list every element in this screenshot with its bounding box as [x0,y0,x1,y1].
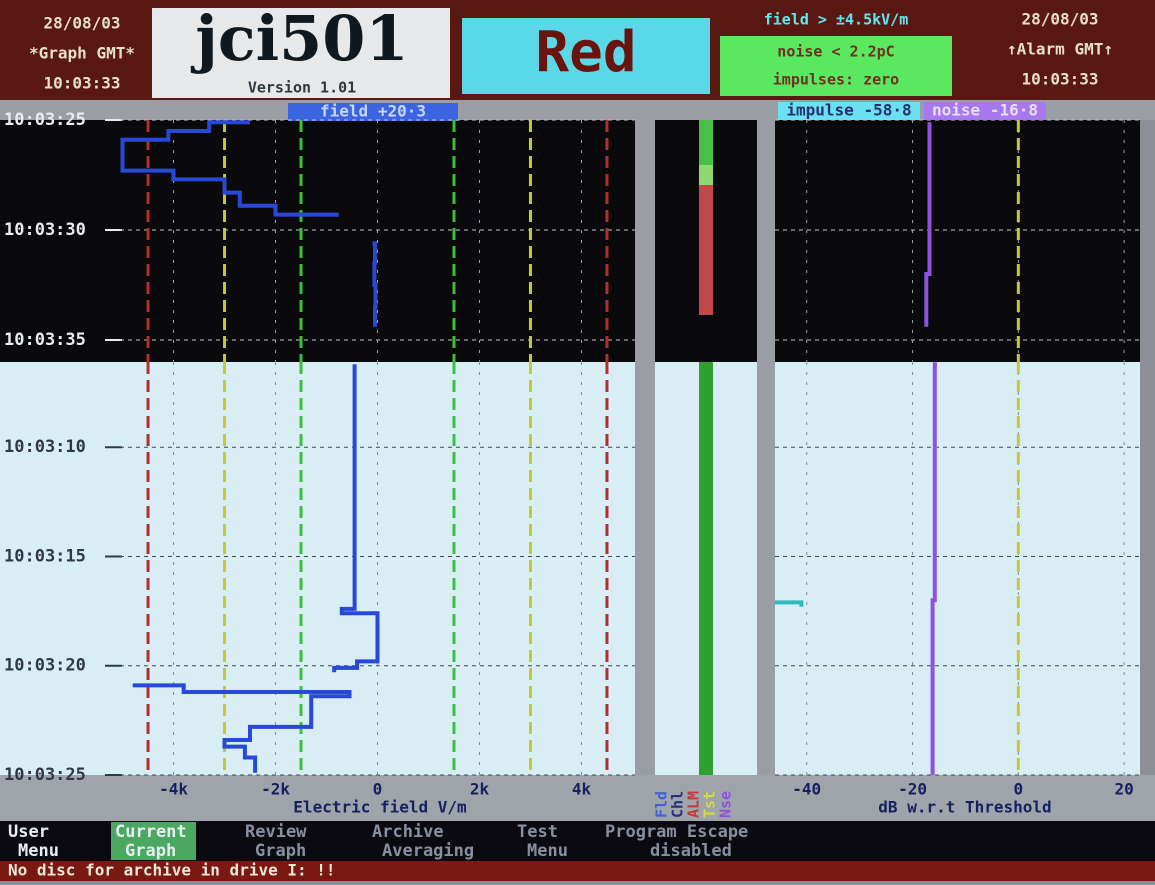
alarm-impulses: impulses: zero [773,71,899,89]
y-tick-label: 10:03:25 [4,765,86,785]
x-axis-label: dB w.r.t Threshold [878,798,1051,817]
legend-label: impulse -58·8 [786,101,911,120]
menu-item-bottom[interactable]: disabled [650,841,732,861]
legend-label: noise -16·8 [932,101,1038,120]
alarm-mode: ↑Alarm GMT↑ [1007,40,1113,59]
x-tick-label: -20 [898,780,927,799]
y-tick-label: 10:03:20 [4,656,86,676]
alarm-state: Red [535,20,636,85]
x-tick-label: -40 [792,780,821,799]
field-legend: field +20·3 [320,102,426,121]
version: Version 1.01 [248,79,356,97]
alarm-date: 28/08/03 [1021,10,1098,29]
menu-item-bottom[interactable]: Graph [125,841,176,861]
y-tick-label: 10:03:15 [4,546,86,566]
menu-item-bottom[interactable]: Menu [527,841,568,861]
y-tick-label: 10:03:25 [4,110,86,130]
y-tick-label: 10:03:30 [4,220,86,240]
display: 28/08/03 *Graph GMT* 10:03:33 jci501 Ver… [0,0,1155,881]
status-message: No disc for archive in drive I: !! [8,861,336,880]
menu-item-bottom[interactable]: Averaging [382,841,474,861]
menu-item-top[interactable]: User [8,822,49,842]
menu-item-top[interactable]: Test [517,822,558,842]
x-tick-label: 2k [470,780,490,799]
x-tick-label: 0 [1014,780,1024,799]
logo: jci501 [190,2,408,75]
alarm-time: 10:03:33 [1021,70,1098,89]
header-mode: *Graph GMT* [29,44,135,63]
screen: 28/08/03 *Graph GMT* 10:03:33 jci501 Ver… [0,0,1155,881]
x-tick-label: 0 [373,780,383,799]
y-tick-label: 10:03:10 [4,437,86,457]
status-label: Nse [717,791,735,818]
header-time: 10:03:33 [43,74,120,93]
menu-item-top[interactable]: Archive [372,822,444,842]
menu-item-top[interactable]: Review [245,822,307,842]
menu-item-top[interactable]: Program Escape [605,822,748,842]
x-tick-label: -2k [261,780,290,799]
alarm-field: field > ±4.5kV/m [764,11,909,29]
x-tick-label: 4k [572,780,592,799]
menu-item-bottom[interactable]: Graph [255,841,306,861]
x-axis-label: Electric field V/m [293,798,467,817]
header-date: 28/08/03 [43,14,120,33]
y-tick-label: 10:03:35 [4,330,86,350]
alarm-noise: noise < 2.2pC [777,43,894,61]
x-tick-label: 20 [1114,780,1133,799]
menu-item-bottom[interactable]: Menu [18,841,59,861]
x-tick-label: -4k [159,780,188,799]
menu-item-top[interactable]: Current [115,822,187,842]
